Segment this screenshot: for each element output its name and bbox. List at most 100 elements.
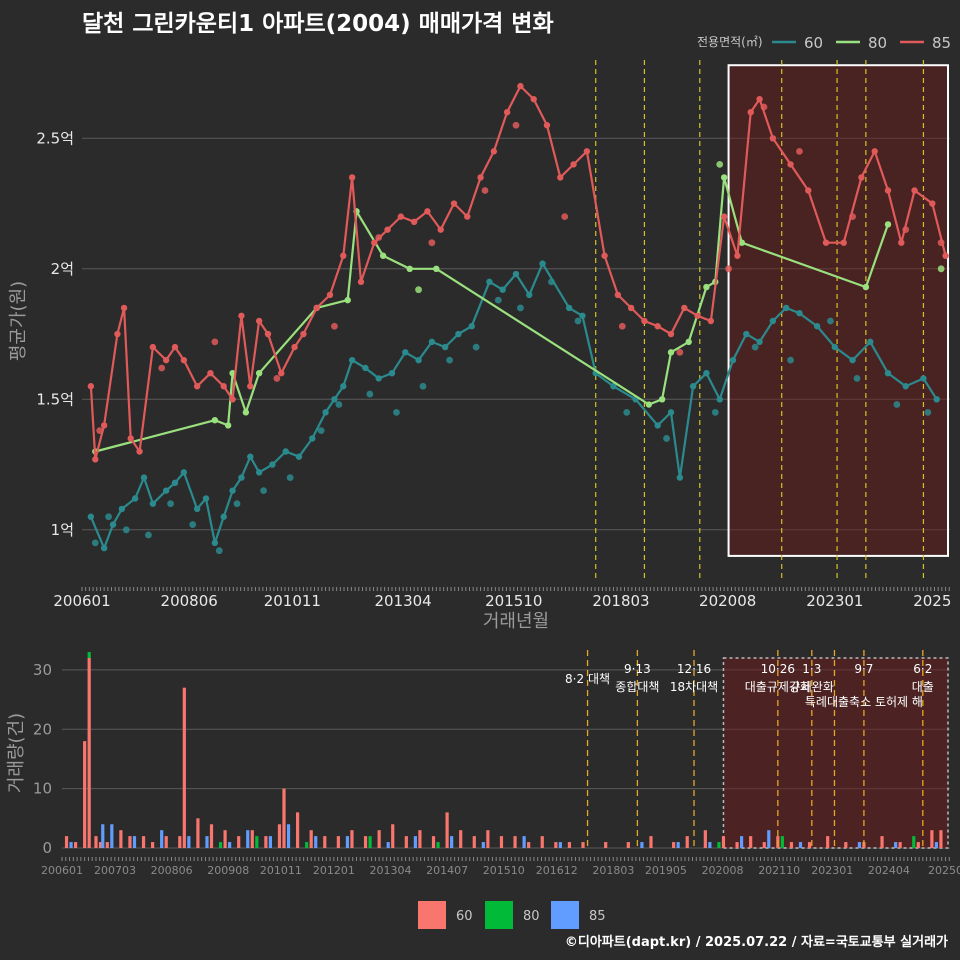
data-point-85 bbox=[822, 239, 830, 246]
chart-title: 달천 그린카운티1 아파트(2004) 매매가격 변화 bbox=[82, 11, 554, 37]
data-point-85 bbox=[220, 383, 227, 390]
bar-60 bbox=[377, 830, 381, 848]
data-point-85 bbox=[162, 356, 170, 364]
x-tick-label: 2025 bbox=[913, 592, 951, 610]
y-tick-label: 2억 bbox=[51, 260, 74, 278]
bar-80 bbox=[255, 836, 259, 848]
policy-label: 대출 bbox=[912, 680, 934, 694]
bar-60 bbox=[391, 824, 395, 848]
bar-60 bbox=[445, 812, 449, 848]
bar-60 bbox=[64, 836, 69, 848]
bar-80 bbox=[87, 652, 91, 658]
bar-60 bbox=[604, 842, 608, 848]
x-tick-label: 201304 bbox=[374, 592, 431, 610]
bar-60 bbox=[844, 842, 848, 848]
bar-60 bbox=[105, 842, 109, 848]
data-point-80 bbox=[344, 296, 351, 304]
data-point-60 bbox=[282, 448, 289, 455]
x-tick-label: 201510 bbox=[485, 592, 542, 610]
data-point-60 bbox=[676, 474, 684, 481]
data-point-85 bbox=[654, 323, 661, 330]
scatter-point-60 bbox=[215, 547, 223, 555]
data-point-85 bbox=[326, 291, 334, 299]
data-point-60 bbox=[309, 435, 316, 442]
data-point-60 bbox=[486, 278, 493, 286]
bar-60 bbox=[499, 836, 504, 848]
scatter-point-60 bbox=[853, 375, 861, 382]
x-tick-label: 201803 bbox=[592, 864, 634, 877]
bar-85 bbox=[558, 842, 562, 848]
scatter-point-60 bbox=[623, 408, 631, 416]
bar-60 bbox=[672, 842, 676, 848]
data-point-85 bbox=[87, 383, 95, 390]
data-point-60 bbox=[331, 396, 338, 403]
scatter-point-60 bbox=[317, 427, 325, 435]
data-point-60 bbox=[131, 495, 139, 502]
legend-label-85: 85 bbox=[932, 34, 951, 52]
data-point-60 bbox=[667, 409, 675, 416]
data-point-60 bbox=[193, 505, 201, 513]
data-point-80 bbox=[884, 221, 892, 228]
bar-60 bbox=[418, 830, 422, 848]
data-point-60 bbox=[539, 260, 546, 267]
bar-85 bbox=[69, 842, 73, 848]
y-tick-label: 0 bbox=[42, 839, 52, 857]
scatter-point-85 bbox=[481, 187, 489, 194]
bar-85 bbox=[205, 836, 209, 848]
scatter-point-85 bbox=[273, 375, 281, 382]
data-point-85 bbox=[929, 200, 936, 207]
data-point-85 bbox=[291, 343, 298, 351]
legend-label-85: 85 bbox=[589, 909, 606, 924]
scatter-point-85 bbox=[428, 239, 436, 247]
scatter-point-85 bbox=[331, 322, 338, 330]
data-point-60 bbox=[743, 330, 750, 338]
scatter-point-60 bbox=[472, 343, 480, 351]
x-tick-label: 201304 bbox=[369, 864, 411, 877]
data-point-85 bbox=[898, 239, 905, 246]
scatter-point-60 bbox=[145, 531, 152, 539]
bar-60 bbox=[350, 830, 354, 848]
data-point-80 bbox=[862, 283, 870, 291]
data-point-85 bbox=[371, 239, 378, 246]
scatter-point-60 bbox=[787, 356, 794, 364]
bar-60 bbox=[119, 830, 123, 848]
x-tick-label: 201011 bbox=[260, 864, 302, 877]
bar-85 bbox=[640, 842, 644, 848]
data-point-80 bbox=[379, 252, 387, 259]
x-tick-label: 202008 bbox=[699, 592, 756, 610]
bar-85 bbox=[228, 842, 232, 848]
data-point-85 bbox=[149, 343, 157, 351]
bar-60 bbox=[237, 836, 241, 848]
legend-label-80: 80 bbox=[523, 909, 540, 924]
data-point-85 bbox=[247, 383, 254, 390]
bar-60 bbox=[626, 842, 630, 848]
policy-label: 특례대출축소 토허제 해 bbox=[805, 695, 923, 709]
policy-date: 9·7 bbox=[854, 662, 873, 676]
bar-60 bbox=[128, 836, 132, 848]
bar-85 bbox=[450, 836, 454, 848]
scatter-point-80 bbox=[415, 286, 422, 294]
scatter-point-85 bbox=[618, 322, 626, 330]
data-point-85 bbox=[450, 200, 458, 207]
legend-swatch-60 bbox=[418, 901, 446, 929]
data-point-85 bbox=[747, 109, 754, 116]
data-point-60 bbox=[884, 370, 892, 377]
price-chart: 1억 1.5억 2억 2.5억 200601 200806 201011 201304 2015… bbox=[8, 34, 951, 632]
data-point-85 bbox=[136, 448, 143, 455]
bar-60 bbox=[789, 842, 794, 848]
data-point-80 bbox=[406, 265, 413, 272]
data-point-60 bbox=[565, 304, 573, 312]
scatter-point-85 bbox=[676, 348, 684, 356]
policy-date: 10·26 bbox=[761, 662, 795, 676]
scatter-point-60 bbox=[663, 435, 670, 442]
x-tick-label: 201407 bbox=[426, 864, 468, 877]
bar-60 bbox=[98, 842, 103, 848]
data-point-85 bbox=[871, 148, 878, 155]
data-point-60 bbox=[455, 330, 462, 338]
x-tick-label: 200806 bbox=[161, 592, 218, 610]
highlight-box bbox=[722, 657, 949, 849]
bar-85 bbox=[708, 842, 712, 848]
scatter-point-60 bbox=[189, 521, 197, 528]
data-point-80 bbox=[667, 349, 675, 356]
legend-swatch-80 bbox=[485, 901, 513, 929]
